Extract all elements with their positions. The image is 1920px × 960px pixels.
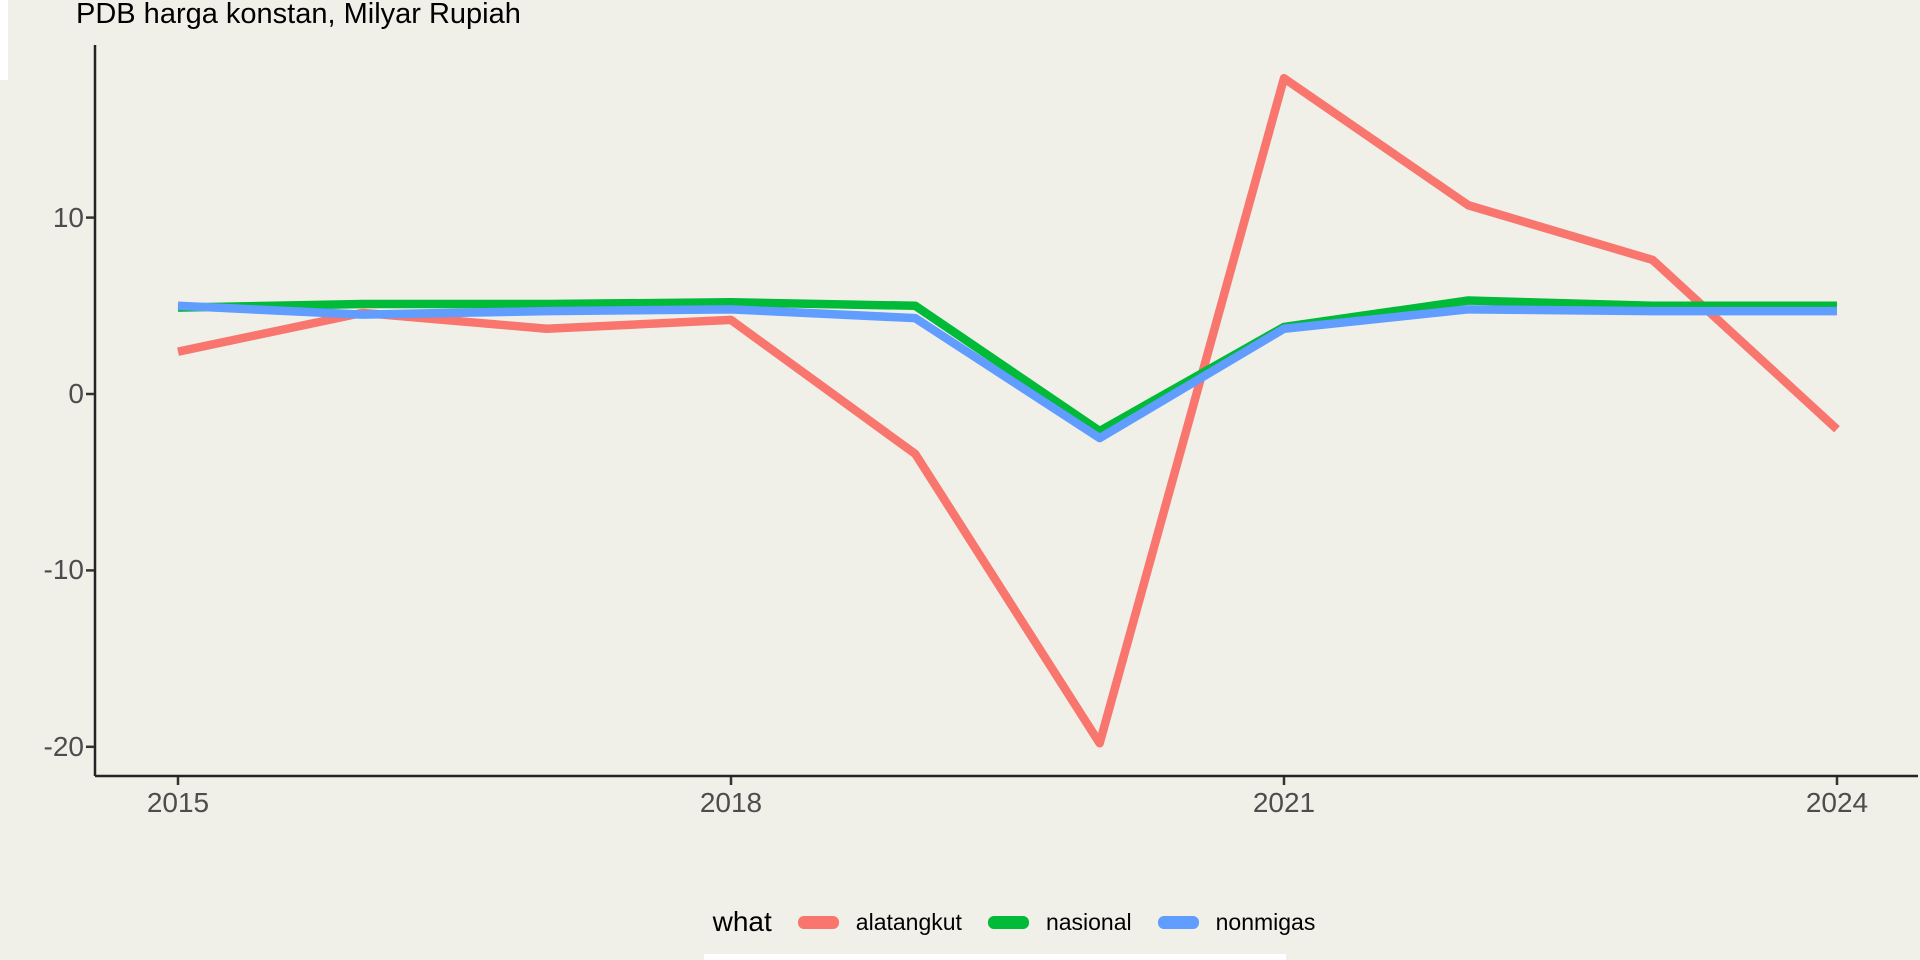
legend-key-nonmigas (1157, 915, 1199, 929)
y-tick-label: 0 (68, 378, 84, 409)
y-tick-label: -10 (43, 554, 84, 585)
background-artifact (704, 954, 1286, 960)
y-tick-label: -20 (43, 731, 84, 762)
series-line-nonmigas (177, 301, 1837, 443)
legend-item-alatangkut: alatangkut (797, 908, 962, 936)
series-line-alatangkut (177, 73, 1840, 748)
legend-label: nonmigas (1215, 908, 1316, 935)
x-tick-label: 2021 (1252, 787, 1316, 818)
background-artifact (0, 0, 8, 80)
legend-key-alatangkut (797, 915, 839, 929)
legend-label: nasional (1045, 908, 1132, 935)
series-group (177, 73, 1840, 748)
legend-key-nasional (987, 915, 1029, 929)
x-tick-label: 2015 (146, 787, 210, 818)
legend-title: what (712, 906, 772, 937)
legend-item-nasional: nasional (987, 908, 1132, 936)
x-tick-label: 2024 (1805, 787, 1869, 818)
x-tick-label: 2018 (699, 787, 763, 818)
legend-item-nonmigas: nonmigas (1157, 908, 1316, 936)
legend: what alatangkut nasional nonmigas (0, 900, 1920, 944)
series-line-nasional (177, 296, 1837, 436)
y-tick-label: 10 (52, 202, 84, 233)
legend-label: alatangkut (855, 908, 962, 935)
chart-title: PDB harga konstan, Milyar Rupiah (76, 0, 521, 30)
